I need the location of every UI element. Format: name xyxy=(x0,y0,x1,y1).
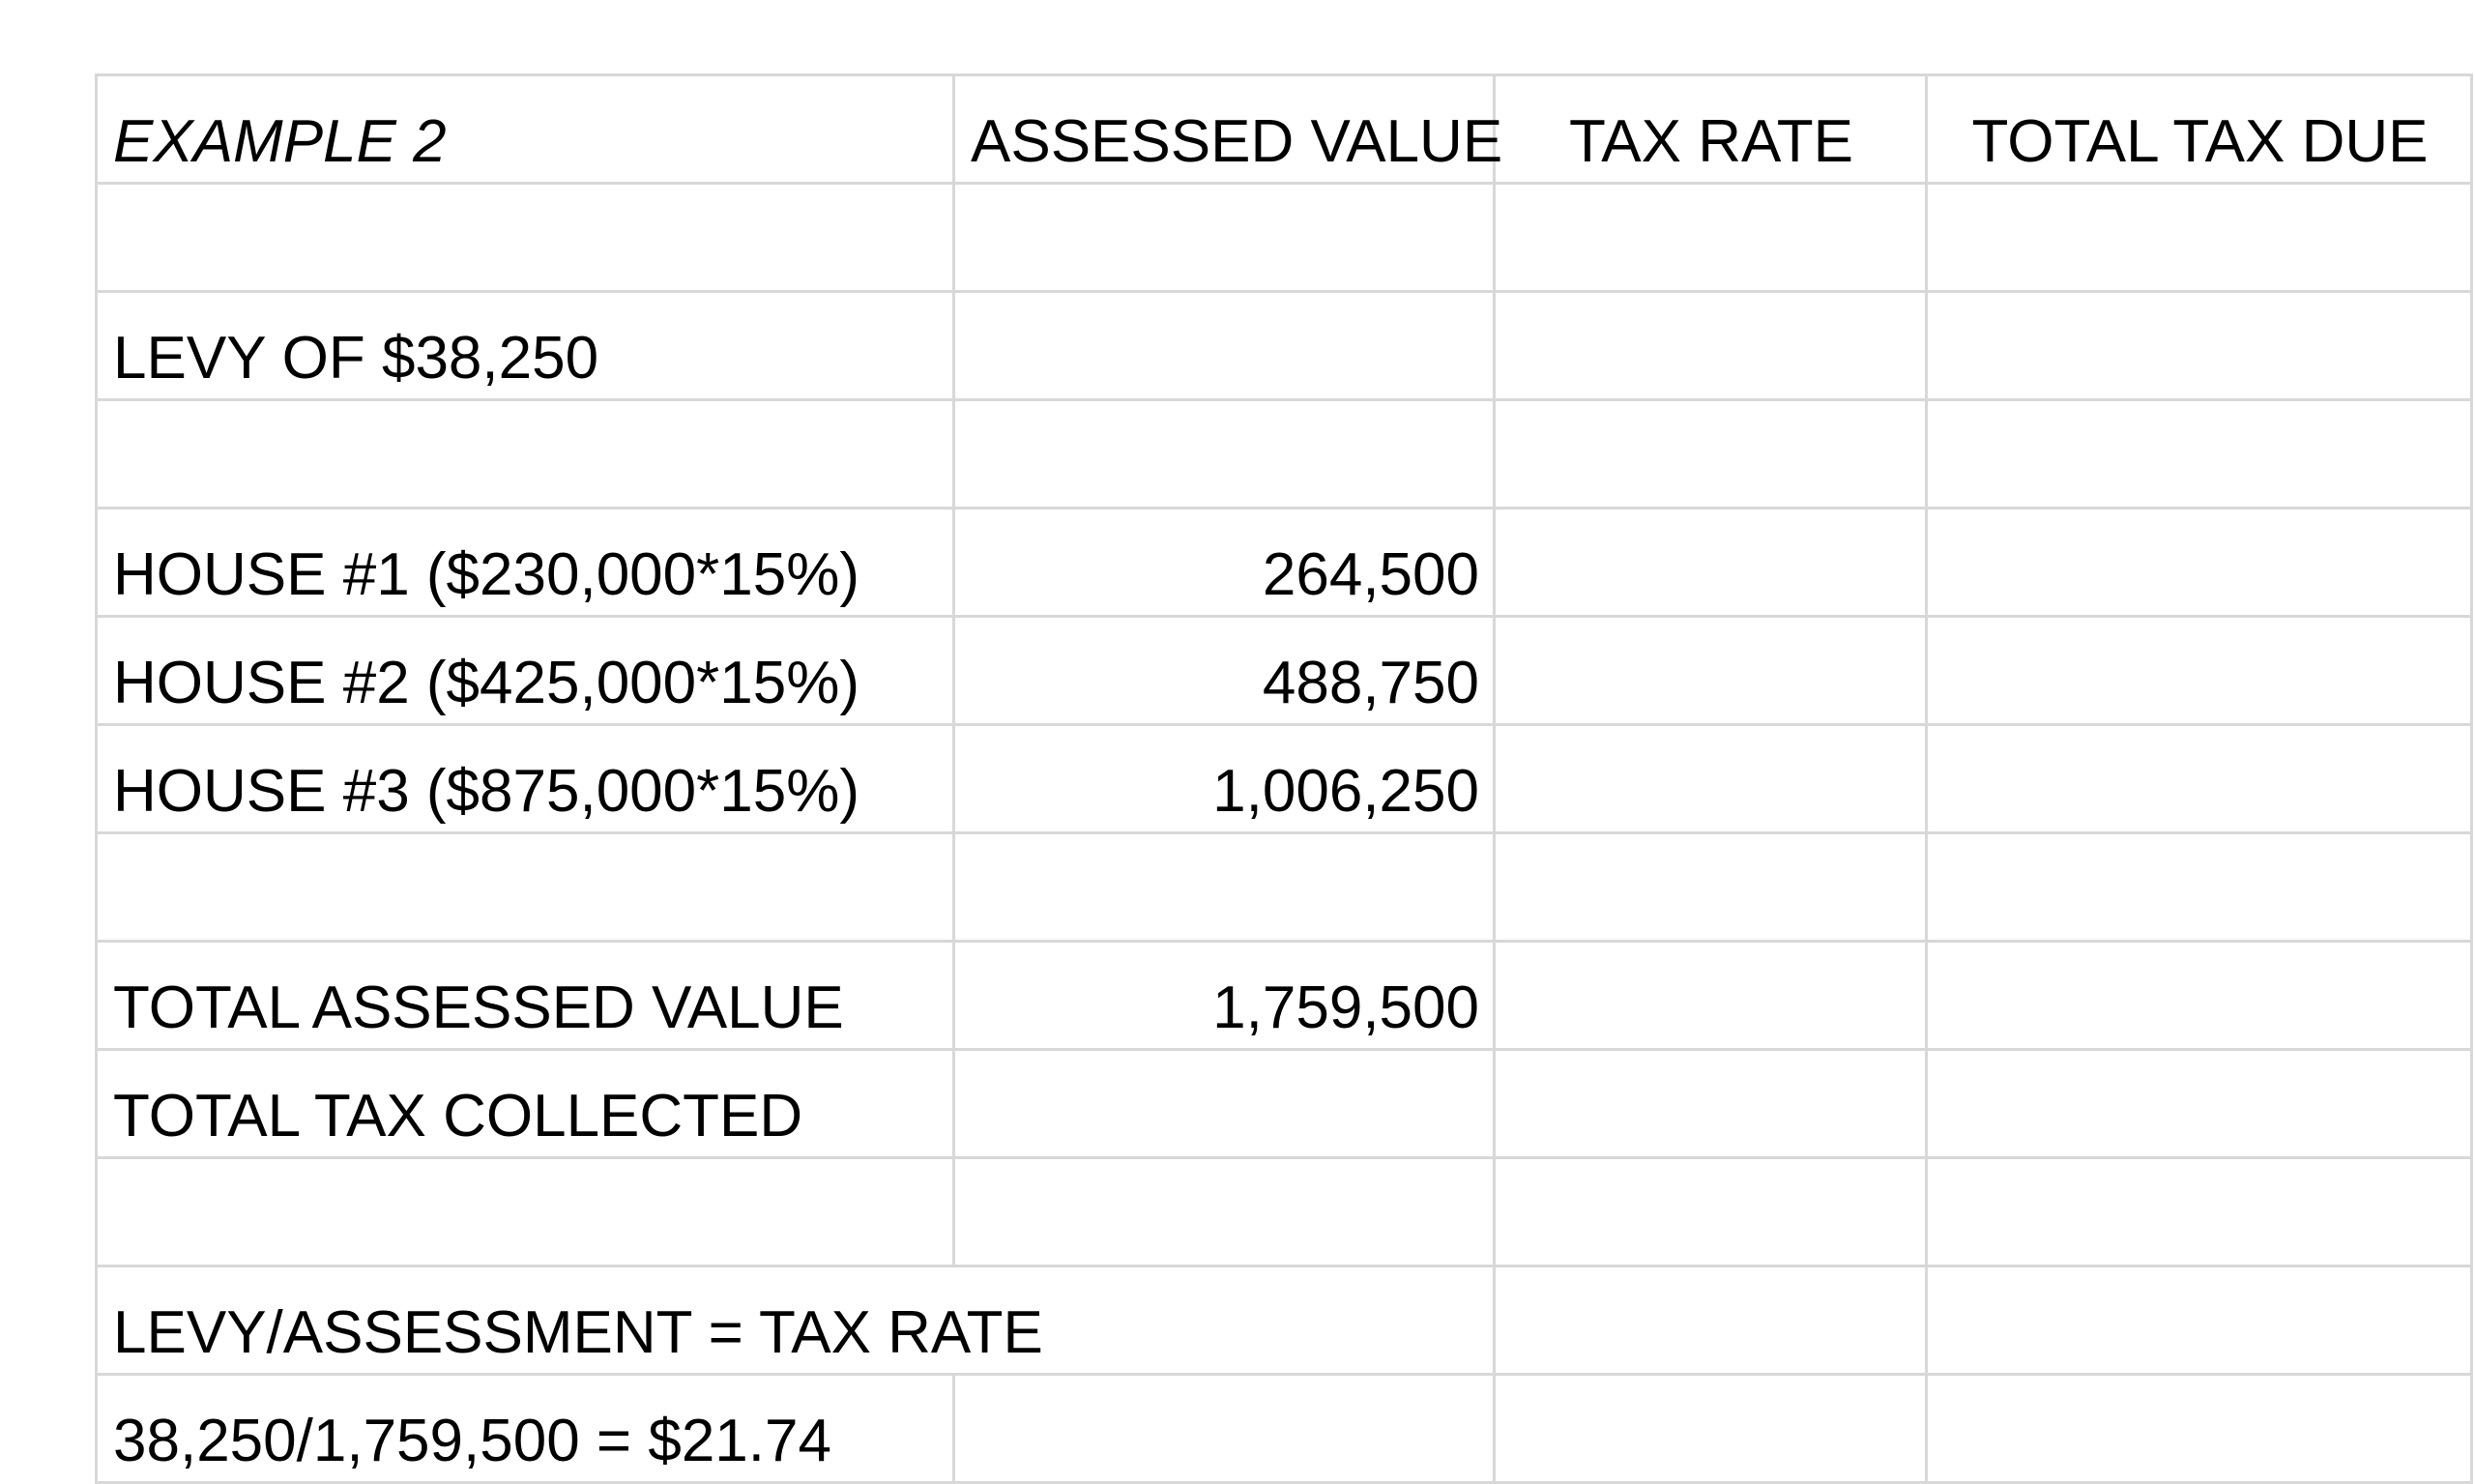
table-cell xyxy=(1925,831,2473,943)
table-row-house-2: HOUSE #2 ($425,000*15%) 488,750 xyxy=(95,615,2473,726)
table-cell xyxy=(95,831,955,943)
table-cell xyxy=(1493,398,1928,509)
table-header-row: EXAMPLE 2 ASSESSED VALUE TAX RATE TOTAL … xyxy=(95,73,2473,185)
table-row-empty xyxy=(95,398,2473,509)
table-cell xyxy=(952,831,1496,943)
table-cell xyxy=(1493,182,1928,293)
table-cell xyxy=(1925,1265,2473,1376)
cell-total-assessed-label: TOTAL ASSESSED VALUE xyxy=(95,940,955,1051)
table-row-empty xyxy=(95,831,2473,943)
table-cell xyxy=(1925,940,2473,1051)
table-cell xyxy=(1925,182,2473,293)
cell-house-2-label: HOUSE #2 ($425,000*15%) xyxy=(95,615,955,726)
cell-total-assessed-value: 1,759,500 xyxy=(952,940,1496,1051)
table-row-calculation: 38,250/1,759,500 = $21.74 xyxy=(95,1373,2473,1484)
table-row-formula: LEVY/ASSESSMENT = TAX RATE xyxy=(95,1265,2473,1376)
table-row-empty xyxy=(95,1156,2473,1267)
header-tax-rate: TAX RATE xyxy=(1493,73,1928,185)
table-cell xyxy=(1493,1265,1928,1376)
table-row-total-assessed: TOTAL ASSESSED VALUE 1,759,500 xyxy=(95,940,2473,1051)
table-row-empty xyxy=(95,182,2473,293)
header-total-tax-due: TOTAL TAX DUE xyxy=(1925,73,2473,185)
tax-levy-table: EXAMPLE 2 ASSESSED VALUE TAX RATE TOTAL … xyxy=(95,73,2473,1484)
cell-formula-label: LEVY/ASSESSMENT = TAX RATE xyxy=(95,1265,1496,1376)
table-cell xyxy=(952,398,1496,509)
cell-total-collected-label: TOTAL TAX COLLECTED xyxy=(95,1048,955,1159)
table-row-house-1: HOUSE #1 ($230,000*15%) 264,500 xyxy=(95,507,2473,618)
table-cell xyxy=(1925,507,2473,618)
table-cell xyxy=(1493,290,1928,401)
table-cell xyxy=(1925,1373,2473,1484)
cell-house-3-assessed-value: 1,006,250 xyxy=(952,723,1496,834)
table-cell xyxy=(952,1156,1496,1267)
table-cell xyxy=(1925,615,2473,726)
cell-calculation-label: 38,250/1,759,500 = $21.74 xyxy=(95,1373,955,1484)
cell-house-1-label: HOUSE #1 ($230,000*15%) xyxy=(95,507,955,618)
cell-levy-label: LEVY OF $38,250 xyxy=(95,290,955,401)
table-cell xyxy=(1925,723,2473,834)
table-cell xyxy=(1493,615,1928,726)
table-cell xyxy=(1493,723,1928,834)
table-cell xyxy=(952,1373,1496,1484)
table-cell xyxy=(1493,1373,1928,1484)
spreadsheet-table: EXAMPLE 2 ASSESSED VALUE TAX RATE TOTAL … xyxy=(95,73,2473,1484)
table-cell xyxy=(952,182,1496,293)
table-cell xyxy=(1925,1156,2473,1267)
table-cell xyxy=(95,182,955,293)
table-cell xyxy=(1493,940,1928,1051)
table-cell xyxy=(1925,398,2473,509)
table-cell xyxy=(95,1156,955,1267)
table-cell xyxy=(1493,1048,1928,1159)
table-cell xyxy=(952,1048,1496,1159)
header-assessed-value: ASSESSED VALUE xyxy=(952,73,1502,185)
table-cell xyxy=(1925,290,2473,401)
table-cell xyxy=(95,398,955,509)
table-row-levy: LEVY OF $38,250 xyxy=(95,290,2473,401)
table-cell xyxy=(1493,507,1928,618)
header-example-2: EXAMPLE 2 xyxy=(95,73,955,185)
table-cell xyxy=(1493,1156,1928,1267)
table-cell xyxy=(1925,1048,2473,1159)
table-cell xyxy=(952,290,1496,401)
cell-house-3-label: HOUSE #3 ($875,000*15%) xyxy=(95,723,955,834)
table-row-total-collected: TOTAL TAX COLLECTED xyxy=(95,1048,2473,1159)
table-row-house-3: HOUSE #3 ($875,000*15%) 1,006,250 xyxy=(95,723,2473,834)
cell-house-2-assessed-value: 488,750 xyxy=(952,615,1496,726)
cell-house-1-assessed-value: 264,500 xyxy=(952,507,1496,618)
table-cell xyxy=(1493,831,1928,943)
